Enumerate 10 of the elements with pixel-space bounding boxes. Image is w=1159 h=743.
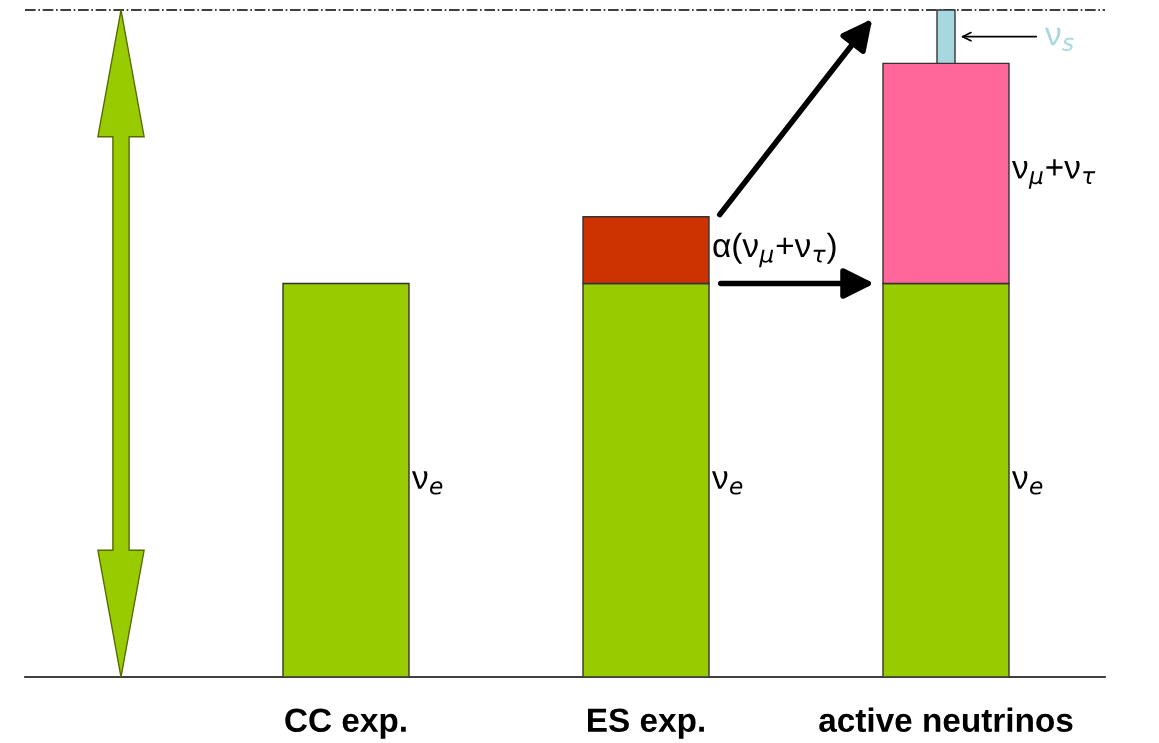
- text: ν$_{s}$: [1045, 27, 1074, 52]
- x-tick-label: CC exp.: [285, 708, 406, 739]
- text: ν$_{e}$: [712, 471, 743, 495]
- series-label: ν$_{e}$: [412, 471, 443, 495]
- series-label: α(ν$_{μ}$+ν$_{τ}$): [713, 232, 836, 268]
- x-tick-label: ES exp.: [588, 708, 704, 739]
- series-label: ν$_{μ}$+ν$_{τ}$: [1012, 159, 1096, 189]
- text: ν$_{e}$: [1012, 471, 1043, 495]
- bar: [282, 282, 410, 677]
- x-tick-label: active neutrinos: [819, 707, 1073, 733]
